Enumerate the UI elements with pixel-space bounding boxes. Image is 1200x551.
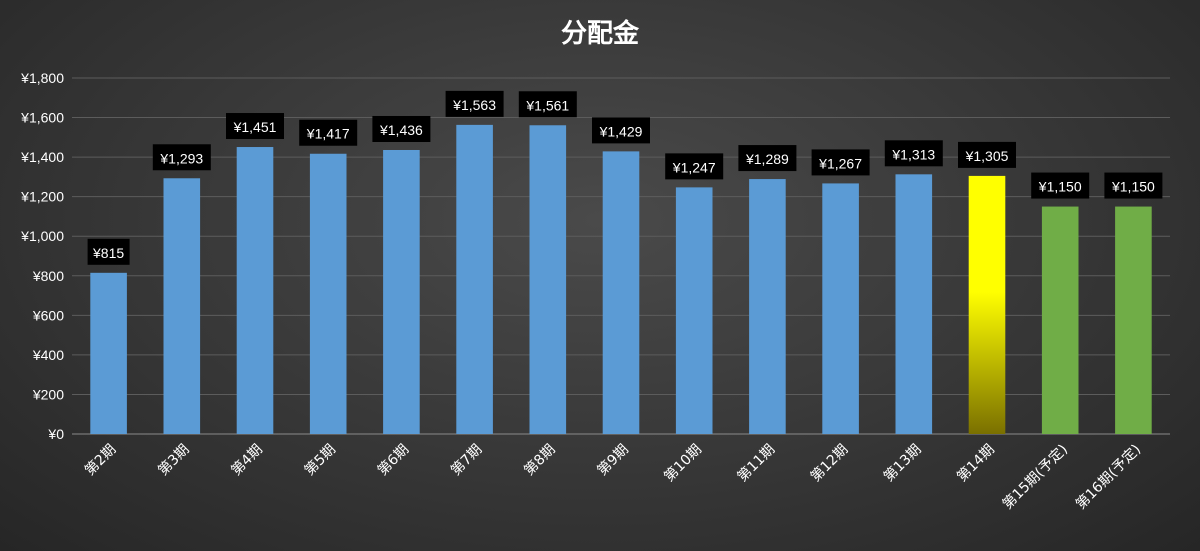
bar bbox=[968, 175, 1006, 434]
data-label-text: ¥1,150 bbox=[1038, 179, 1082, 195]
data-label-box bbox=[884, 140, 943, 167]
data-label: ¥1,436 bbox=[372, 115, 431, 142]
bar bbox=[602, 151, 640, 434]
data-label: ¥1,267 bbox=[811, 149, 870, 176]
data-label-box bbox=[1031, 172, 1090, 199]
data-label-text: ¥1,305 bbox=[965, 148, 1009, 164]
x-tick-label: 第2期 bbox=[81, 441, 119, 479]
data-label-text: ¥1,267 bbox=[818, 155, 862, 171]
data-label-text: ¥1,451 bbox=[233, 119, 277, 135]
data-label-box bbox=[445, 90, 504, 117]
data-label: ¥1,429 bbox=[592, 117, 650, 144]
data-label-box bbox=[226, 113, 284, 140]
data-label-text: ¥1,429 bbox=[599, 123, 643, 139]
data-label-box bbox=[1104, 172, 1163, 199]
x-tick-label: 第14期 bbox=[953, 441, 997, 485]
data-label: ¥1,417 bbox=[299, 119, 358, 146]
data-label: ¥1,247 bbox=[665, 153, 724, 180]
x-tick-label: 第10期 bbox=[661, 441, 705, 485]
data-label: ¥1,305 bbox=[958, 141, 1016, 168]
data-label-text: ¥815 bbox=[92, 245, 124, 261]
data-label: ¥1,150 bbox=[1104, 172, 1163, 199]
x-tick-label: 第9期 bbox=[594, 441, 632, 479]
x-tick-label: 第8期 bbox=[520, 441, 558, 479]
data-label: ¥1,313 bbox=[884, 140, 943, 167]
y-tick-label: ¥1,200 bbox=[20, 189, 64, 205]
data-label-box bbox=[592, 117, 650, 144]
bar bbox=[309, 153, 347, 434]
y-tick-label: ¥1,600 bbox=[20, 110, 64, 126]
y-tick-label: ¥1,800 bbox=[20, 70, 64, 86]
data-label: ¥1,150 bbox=[1031, 172, 1090, 199]
bars bbox=[90, 124, 1152, 435]
data-label-box bbox=[738, 145, 797, 172]
data-label: ¥815 bbox=[87, 238, 130, 265]
data-label: ¥1,289 bbox=[738, 145, 797, 172]
y-tick-label: ¥1,000 bbox=[20, 228, 64, 244]
x-tick-label: 第7期 bbox=[447, 441, 485, 479]
bar bbox=[163, 178, 201, 434]
data-label-box bbox=[518, 91, 577, 118]
bar bbox=[456, 124, 493, 434]
bar bbox=[1041, 206, 1079, 434]
data-label: ¥1,293 bbox=[152, 144, 211, 171]
bar bbox=[383, 149, 420, 435]
data-label-box bbox=[665, 153, 724, 180]
x-tick-label: 第12期 bbox=[807, 441, 851, 485]
data-label-text: ¥1,293 bbox=[159, 150, 203, 166]
data-label-text: ¥1,313 bbox=[891, 146, 935, 162]
data-label: ¥1,451 bbox=[226, 113, 284, 140]
data-label: ¥1,563 bbox=[445, 90, 504, 117]
bar bbox=[822, 183, 859, 434]
data-label-box bbox=[152, 144, 211, 171]
bar bbox=[1115, 206, 1152, 434]
data-label-text: ¥1,289 bbox=[745, 151, 789, 167]
data-label: ¥1,561 bbox=[518, 91, 577, 118]
bar bbox=[90, 272, 127, 434]
data-label-text: ¥1,150 bbox=[1111, 179, 1155, 195]
x-tick-label: 第11期 bbox=[734, 441, 778, 485]
data-label-box bbox=[299, 119, 358, 146]
x-tick-label: 第16期(予定) bbox=[1072, 441, 1144, 513]
data-label-box bbox=[811, 149, 870, 176]
y-tick-label: ¥0 bbox=[47, 426, 64, 442]
data-label-box bbox=[958, 141, 1016, 168]
y-tick-label: ¥400 bbox=[32, 347, 64, 363]
data-label-text: ¥1,247 bbox=[672, 159, 716, 175]
x-tick-label: 第3期 bbox=[154, 441, 192, 479]
data-label-text: ¥1,417 bbox=[306, 126, 350, 142]
bar bbox=[529, 125, 567, 434]
x-axis: 第2期 第3期 第4期 第5期 第6期 第7期 第8期 第9期 第10期 第11期 第12期 第13期… bbox=[81, 441, 1144, 513]
data-labels: ¥815 ¥1,293 ¥1,451 ¥1,417 ¥1,436 ¥1,563 ¥1,561… bbox=[87, 90, 1163, 265]
data-label-text: ¥1,563 bbox=[452, 97, 496, 113]
data-label-text: ¥1,561 bbox=[525, 97, 569, 113]
x-tick-label: 第6期 bbox=[374, 441, 412, 479]
chart-title: 分配金 bbox=[561, 18, 640, 49]
data-label-box bbox=[372, 115, 431, 142]
y-tick-label: ¥600 bbox=[32, 307, 64, 323]
y-tick-label: ¥200 bbox=[32, 386, 64, 402]
bar bbox=[236, 147, 274, 434]
x-tick-label: 第5期 bbox=[301, 441, 339, 479]
bar bbox=[749, 179, 786, 434]
x-tick-label: 第13期 bbox=[880, 441, 924, 485]
y-tick-label: ¥1,400 bbox=[20, 149, 64, 165]
bar bbox=[895, 174, 933, 434]
y-tick-label: ¥800 bbox=[32, 268, 64, 284]
x-tick-label: 第4期 bbox=[228, 441, 266, 479]
y-axis: ¥0 ¥200 ¥400 ¥600 ¥800 ¥1,000 ¥1,200 ¥1,400 ¥1,6… bbox=[20, 70, 64, 442]
bar bbox=[675, 187, 713, 434]
data-label-text: ¥1,436 bbox=[379, 122, 423, 138]
data-label-box bbox=[87, 238, 130, 265]
x-tick-label: 第15期(予定) bbox=[999, 441, 1071, 513]
